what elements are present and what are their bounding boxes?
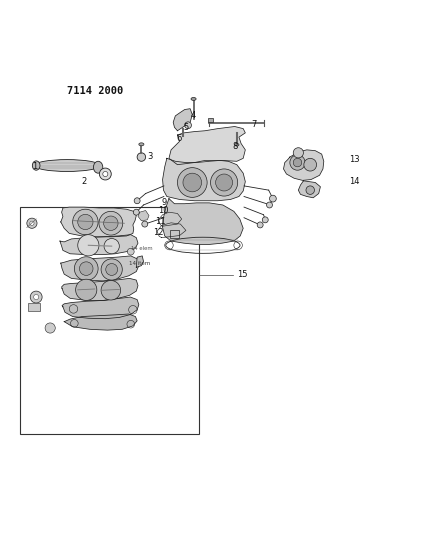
Circle shape	[45, 323, 55, 333]
Circle shape	[133, 209, 139, 215]
Circle shape	[72, 209, 98, 235]
Circle shape	[177, 168, 207, 197]
Ellipse shape	[34, 159, 100, 172]
Text: 2: 2	[81, 177, 86, 186]
Text: 1: 1	[32, 163, 37, 171]
Text: 14 elem: 14 elem	[130, 246, 152, 251]
Polygon shape	[60, 256, 138, 281]
Text: 8: 8	[232, 142, 237, 151]
Circle shape	[104, 216, 118, 230]
Circle shape	[106, 263, 117, 276]
Circle shape	[269, 195, 276, 202]
Text: 14 item: 14 item	[128, 261, 150, 266]
Circle shape	[137, 153, 145, 161]
Circle shape	[210, 169, 237, 196]
Text: 7: 7	[251, 120, 256, 129]
Bar	[170, 230, 178, 238]
Circle shape	[293, 158, 301, 167]
Polygon shape	[162, 199, 243, 245]
Polygon shape	[62, 297, 138, 319]
Bar	[20, 207, 198, 434]
Circle shape	[99, 212, 122, 235]
Circle shape	[256, 222, 262, 228]
Circle shape	[182, 173, 201, 192]
Circle shape	[78, 235, 99, 256]
Circle shape	[99, 168, 111, 180]
Polygon shape	[298, 181, 320, 198]
Circle shape	[305, 186, 314, 195]
Text: 12: 12	[153, 228, 164, 237]
Circle shape	[127, 248, 134, 255]
Circle shape	[293, 148, 303, 158]
Circle shape	[104, 238, 119, 254]
Polygon shape	[138, 211, 149, 221]
Circle shape	[79, 262, 93, 276]
Circle shape	[262, 217, 268, 223]
Ellipse shape	[138, 143, 144, 146]
Text: 11: 11	[155, 217, 165, 226]
Text: 5: 5	[183, 123, 189, 132]
Polygon shape	[283, 150, 323, 180]
Text: 3: 3	[147, 152, 153, 161]
Circle shape	[30, 221, 34, 225]
Bar	[207, 118, 213, 122]
Circle shape	[134, 198, 140, 204]
Text: 13: 13	[348, 155, 359, 164]
Polygon shape	[61, 278, 138, 301]
Circle shape	[103, 172, 108, 176]
Circle shape	[141, 221, 147, 227]
Text: 4: 4	[190, 111, 195, 120]
Circle shape	[34, 295, 39, 300]
Circle shape	[30, 291, 42, 303]
Ellipse shape	[234, 143, 239, 146]
Polygon shape	[60, 235, 138, 255]
Circle shape	[215, 174, 232, 191]
Text: 9: 9	[161, 198, 167, 207]
Text: 15: 15	[236, 270, 247, 279]
Polygon shape	[173, 109, 192, 131]
Bar	[28, 303, 40, 311]
Text: 10: 10	[158, 206, 168, 215]
Ellipse shape	[32, 161, 40, 170]
Circle shape	[101, 280, 120, 300]
Circle shape	[27, 218, 37, 228]
Ellipse shape	[93, 161, 103, 173]
Circle shape	[266, 202, 272, 208]
Text: 14: 14	[348, 177, 359, 186]
Circle shape	[75, 279, 97, 301]
Circle shape	[78, 214, 93, 230]
Polygon shape	[136, 256, 143, 268]
Polygon shape	[60, 207, 136, 237]
Circle shape	[289, 155, 305, 170]
Circle shape	[101, 259, 122, 280]
Polygon shape	[162, 158, 245, 201]
Text: 7114 2000: 7114 2000	[67, 86, 123, 96]
Polygon shape	[169, 126, 245, 165]
Circle shape	[74, 257, 98, 280]
Ellipse shape	[190, 98, 196, 100]
Circle shape	[184, 122, 191, 128]
Circle shape	[303, 158, 316, 171]
Polygon shape	[64, 314, 137, 330]
Text: 6: 6	[176, 134, 181, 143]
